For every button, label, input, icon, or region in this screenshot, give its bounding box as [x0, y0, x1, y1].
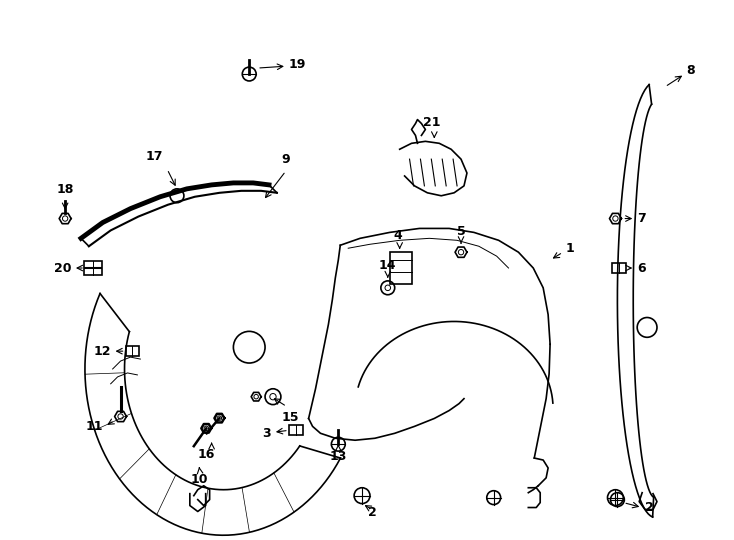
Text: 11: 11 [85, 420, 103, 433]
Text: 9: 9 [282, 153, 290, 166]
Text: 2: 2 [645, 501, 654, 514]
Text: 12: 12 [93, 345, 111, 357]
Bar [612, 263, 626, 273]
Text: 17: 17 [145, 150, 163, 163]
Text: 3: 3 [262, 427, 271, 440]
Text: 7: 7 [637, 212, 646, 225]
Text: 2: 2 [368, 506, 377, 519]
Bar [84, 261, 102, 275]
Text: 10: 10 [191, 473, 208, 486]
Text: 21: 21 [423, 117, 440, 130]
Text: 13: 13 [330, 450, 347, 463]
Text: 19: 19 [288, 58, 306, 71]
Bar [126, 346, 139, 356]
Text: 1: 1 [566, 242, 575, 255]
Bar [390, 252, 412, 284]
Text: 5: 5 [457, 225, 465, 238]
Text: 20: 20 [54, 261, 71, 274]
Text: 8: 8 [687, 64, 695, 77]
Text: 16: 16 [198, 448, 215, 461]
Text: 14: 14 [379, 259, 396, 272]
Text: 6: 6 [637, 261, 646, 274]
Text: 4: 4 [393, 230, 402, 242]
Text: 18: 18 [57, 183, 74, 196]
Bar [288, 426, 302, 435]
Text: 15: 15 [282, 410, 299, 423]
